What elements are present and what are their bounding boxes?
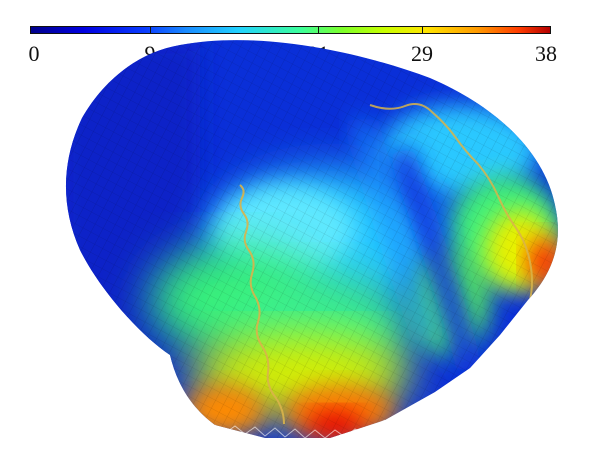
colorbar-tick-label: 9 [144, 41, 156, 66]
colorbar-gradient [30, 26, 551, 34]
colorbar-tick [150, 26, 151, 34]
colorbar-tick [422, 26, 423, 34]
colorbar-tick-label: 29 [411, 41, 433, 66]
colorbar-tick-label: 38 [535, 41, 557, 66]
colorbar-tick [318, 26, 319, 34]
colorbar-tick-label: 0 [28, 41, 40, 66]
